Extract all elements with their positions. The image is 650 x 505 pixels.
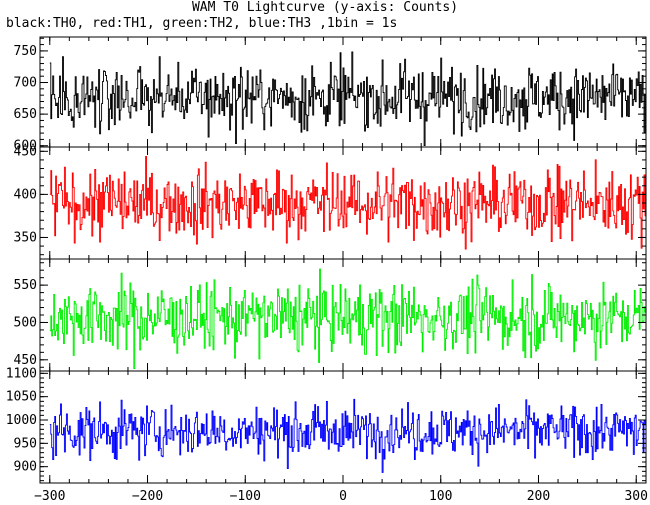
y-tick-label: 400 bbox=[14, 187, 37, 202]
y-tick-label: 450 bbox=[14, 144, 37, 159]
y-tick-label: 750 bbox=[14, 44, 37, 59]
y-tick-label: 900 bbox=[14, 460, 37, 475]
series-line-th1 bbox=[49, 155, 646, 250]
y-tick-label: 700 bbox=[14, 76, 37, 91]
y-tick-label: 950 bbox=[14, 436, 37, 451]
y-tick-label: 1050 bbox=[6, 390, 37, 405]
y-tick-label: 350 bbox=[14, 230, 37, 245]
x-tick-label: 300 bbox=[624, 489, 647, 504]
x-tick-label: −300 bbox=[34, 489, 65, 504]
y-tick-label: 450 bbox=[14, 353, 37, 368]
x-tick-label: 100 bbox=[429, 489, 452, 504]
panel-frame-th1 bbox=[39, 146, 647, 260]
series-line-th2 bbox=[49, 268, 646, 369]
series-line-th3 bbox=[49, 398, 646, 473]
chart-title: WAM T0 Lightcurve (y-axis: Counts) bbox=[191, 0, 459, 15]
series-line-th0 bbox=[49, 51, 646, 146]
y-tick-label: 650 bbox=[14, 107, 37, 122]
chart-subtitle: black:TH0, red:TH1, green:TH2, blue:TH3 … bbox=[6, 16, 398, 31]
x-tick-label: −200 bbox=[132, 489, 163, 504]
y-tick-label: 550 bbox=[14, 278, 37, 293]
y-tick-label: 1100 bbox=[6, 366, 37, 381]
y-tick-label: 1000 bbox=[6, 413, 37, 428]
x-tick-label: 0 bbox=[339, 489, 347, 504]
x-tick-label: −100 bbox=[230, 489, 261, 504]
panel-frame-th0 bbox=[39, 36, 647, 148]
y-tick-label: 600 bbox=[14, 139, 37, 154]
y-tick-label: 500 bbox=[14, 315, 37, 330]
x-tick-label: 200 bbox=[527, 489, 550, 504]
